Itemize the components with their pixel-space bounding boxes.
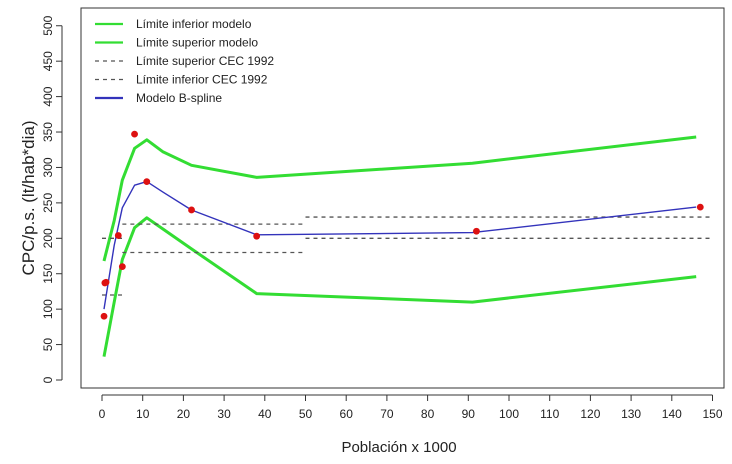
x-tick-label: 60 (340, 407, 354, 421)
x-tick-label: 120 (580, 407, 600, 421)
data-point (143, 178, 151, 186)
x-tick-label: 0 (99, 407, 106, 421)
legend-label: Límite inferior modelo (136, 17, 252, 31)
data-point (188, 206, 195, 214)
data-point (473, 227, 480, 235)
data-point (253, 232, 261, 240)
x-tick-label: 50 (299, 407, 313, 421)
plot-frame (80, 7, 725, 389)
x-axis-label: Población x 1000 (341, 439, 456, 456)
x-tick-label: 100 (499, 407, 519, 421)
observed-points (100, 130, 704, 320)
legend-label: Límite superior modelo (136, 36, 258, 50)
y-axis: 0 50 100 150 200 250 300 350 400 450 500 (41, 15, 63, 383)
data-point (696, 203, 704, 211)
y-tick-label: 250 (41, 193, 55, 213)
data-point (131, 130, 138, 138)
x-tick-label: 80 (421, 407, 435, 421)
x-tick-label: 90 (462, 407, 476, 421)
x-tick-label: 20 (177, 407, 191, 421)
x-tick-label: 140 (662, 407, 682, 421)
series-line-1 (102, 216, 697, 357)
data-point (118, 263, 126, 271)
y-tick-label: 450 (41, 51, 55, 71)
x-tick-label: 150 (702, 407, 722, 421)
x-tick-label: 70 (380, 407, 394, 421)
legend: Límite inferior modelo Límite superior mo… (95, 17, 274, 105)
x-tick-label: 10 (136, 407, 150, 421)
y-tick-label: 150 (41, 263, 55, 283)
data-point (114, 232, 122, 239)
y-tick-label: 100 (41, 299, 55, 319)
y-tick-label: 50 (41, 338, 55, 352)
y-tick-label: 500 (41, 15, 55, 35)
y-tick-label: 400 (41, 86, 55, 106)
legend-label: Modelo B-spline (136, 91, 222, 105)
y-tick-label: 300 (41, 157, 55, 177)
x-tick-label: 40 (258, 407, 272, 421)
data-point (102, 278, 110, 286)
data-point (100, 312, 108, 320)
y-axis-label: CPC/p.s. (lt/hab*dia) (19, 121, 38, 276)
x-tick-label: 110 (540, 407, 559, 421)
legend-label: Límite superior CEC 1992 (136, 54, 274, 68)
y-tick-label: 200 (41, 228, 55, 248)
y-tick-label: 0 (41, 376, 55, 383)
legend-label: Límite inferior CEC 1992 (136, 73, 268, 87)
series-layer (102, 135, 713, 357)
x-tick-label: 30 (217, 407, 231, 421)
x-tick-label: 130 (621, 407, 641, 421)
series-line-2 (102, 135, 697, 262)
x-axis: 0 10 20 30 40 50 60 70 80 90 100 110 120 130 140 150 (99, 394, 723, 421)
y-tick-label: 350 (41, 122, 55, 142)
series-line-5 (103, 180, 697, 310)
